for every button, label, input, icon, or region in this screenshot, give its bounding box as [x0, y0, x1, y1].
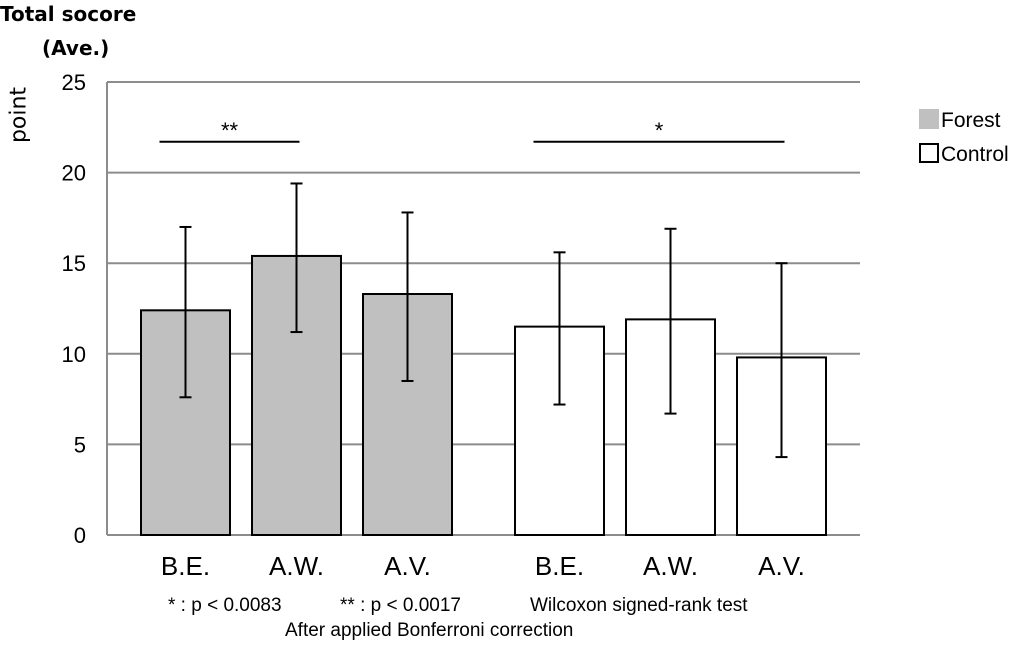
chart-title-line-1: Total socore [0, 2, 137, 26]
legend-label-control: Control [941, 143, 1009, 166]
significance-marker: ** [221, 118, 239, 143]
footnote-single-star: * : p < 0.0083 [168, 595, 282, 616]
footnote-correction: After applied Bonferroni correction [285, 620, 574, 641]
chart-title-line-2: (Ave.) [42, 36, 110, 60]
legend-swatch-forest [919, 109, 939, 129]
significance-marker: * [655, 118, 664, 143]
x-tick-label: A.V. [758, 551, 805, 581]
x-tick-label: B.E. [535, 551, 584, 581]
y-tick-label: 25 [62, 70, 86, 95]
y-tick-label: 10 [62, 342, 86, 367]
legend-swatch-control [919, 143, 939, 163]
x-tick-label: A.V. [384, 551, 431, 581]
footnote-double-star: ** : p < 0.0017 [340, 595, 461, 616]
x-tick-label: A.W. [643, 551, 698, 581]
y-tick-label: 15 [62, 251, 86, 276]
x-tick-label: A.W. [269, 551, 324, 581]
footnote-test-name: Wilcoxon signed-rank test [530, 595, 748, 616]
y-tick-label: 20 [62, 161, 86, 186]
legend-label-forest: Forest [941, 109, 1001, 132]
y-tick-label: 0 [74, 523, 86, 548]
y-tick-label: 5 [74, 432, 86, 457]
x-tick-label: B.E. [161, 551, 210, 581]
